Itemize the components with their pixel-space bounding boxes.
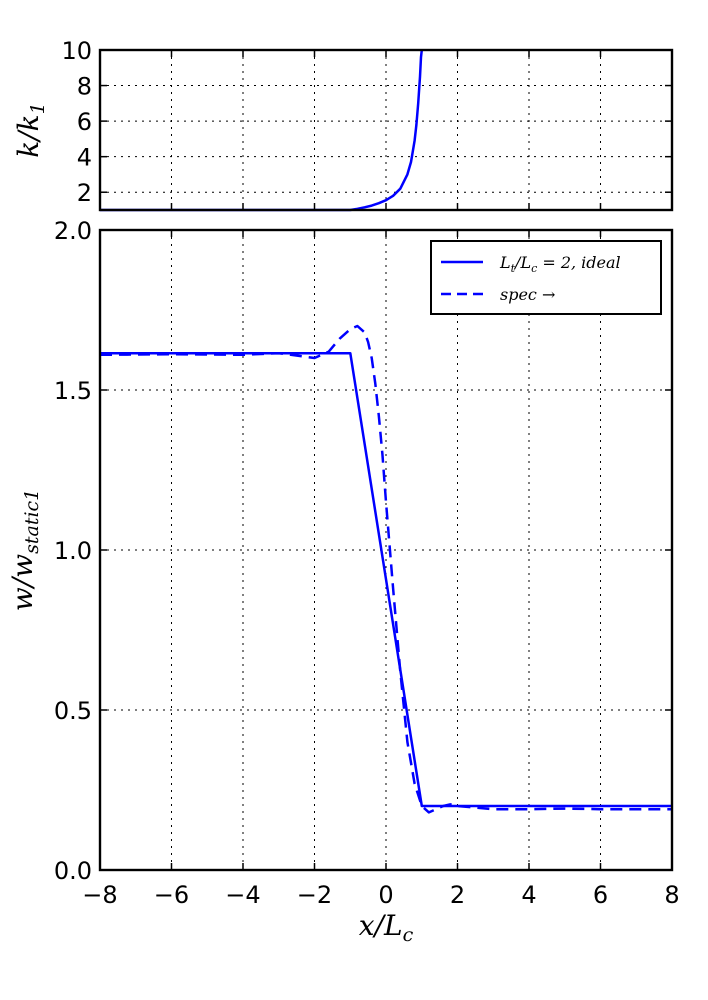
top-ylabel-main: k/k xyxy=(12,114,45,157)
bottom-ylabel: w/wstatic1 xyxy=(6,489,43,612)
bottom-xlabel-sub: c xyxy=(403,924,414,946)
x-tick-label: 6 xyxy=(593,881,608,909)
legend-entry-spec: spec → xyxy=(500,285,555,304)
bottom-series-group xyxy=(99,324,672,814)
top-ylabel-sub: 1 xyxy=(27,102,49,114)
bottom-ylabel-sub: static1 xyxy=(21,489,43,554)
x-tick-label: 4 xyxy=(521,881,536,909)
series-line-ideal xyxy=(100,49,424,212)
top-axes-frame xyxy=(98,48,674,212)
bottom-chart-panel: −8 −6 −4 −2 0 2 4 6 80.00.51.01.52.0 w/wstatic1 … xyxy=(6,217,680,946)
bottom-xlabel-main: x/L xyxy=(359,909,403,942)
bottom-ticks: −8 −6 −4 −2 0 2 4 6 8 0.0 0.5 1.0 1.5 2.0 xyxy=(54,217,680,909)
x-tick-label: 2 xyxy=(450,881,465,909)
y-tick-label: 1.0 xyxy=(54,537,92,565)
y-tick-label: 0.0 xyxy=(54,857,92,885)
x-tick-label: 8 xyxy=(664,881,679,909)
y-tick-label: 10 xyxy=(61,37,92,65)
y-tick-label: 6 xyxy=(77,108,92,136)
x-tick-label: −6 xyxy=(154,881,189,909)
series-line-ideal xyxy=(100,351,672,808)
y-tick-label: 8 xyxy=(77,73,92,101)
bottom-gridlines xyxy=(100,230,672,870)
top-chart-panel: 2 4 6 8 10 k/k1 xyxy=(12,37,674,212)
y-tick-label: 1.5 xyxy=(54,377,92,405)
legend-entry-ideal: Lt/Lc = 2, ideal xyxy=(499,253,621,275)
bottom-xlabel: x/Lc xyxy=(359,909,414,946)
legend: Lt/Lc = 2, ideal spec → xyxy=(430,240,662,315)
x-tick-label: −4 xyxy=(225,881,260,909)
y-tick-label: 2 xyxy=(77,179,92,207)
series-line-spec xyxy=(99,324,672,814)
legend-box xyxy=(430,240,662,315)
x-tick-label: 0 xyxy=(378,881,393,909)
y-tick-label: 2.0 xyxy=(54,217,92,245)
y-tick-label: 0.5 xyxy=(54,697,92,725)
top-gridlines xyxy=(100,50,672,210)
top-ticks: 2 4 6 8 10 xyxy=(61,37,673,210)
x-tick-label: −8 xyxy=(82,881,117,909)
y-tick-label: 4 xyxy=(77,144,92,172)
top-series-group xyxy=(100,49,424,212)
bottom-ylabel-main: w/w xyxy=(6,554,39,611)
top-ylabel: k/k1 xyxy=(12,102,49,157)
x-tick-label: −2 xyxy=(297,881,332,909)
